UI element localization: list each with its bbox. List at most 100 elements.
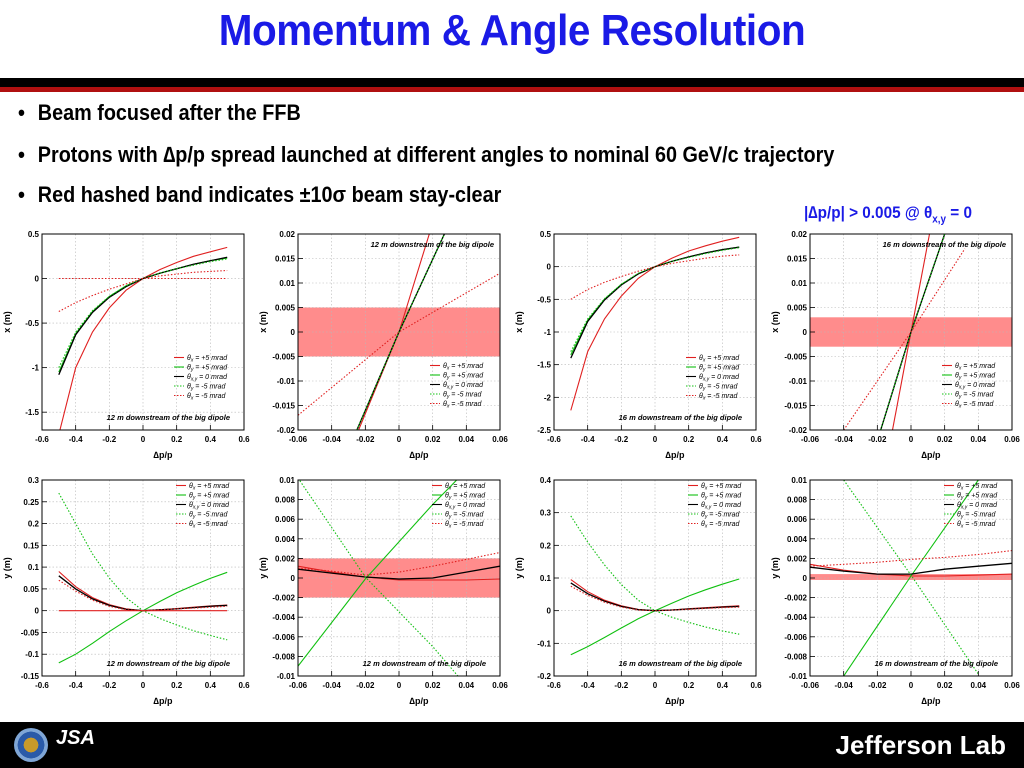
title-divider-accent [0,87,1024,92]
legend-subscript: x [190,396,194,402]
legend-symbol: θ [701,493,705,500]
legend-value: = -5 mrad [195,521,228,528]
legend-value: = +5 mrad [705,365,740,372]
y-tick-label: 0.015 [787,255,808,264]
legend-entry: θy = +5 mrad [443,373,484,382]
y-tick-label: 0.005 [787,304,808,313]
legend-value: = -5 mrad [449,401,482,408]
legend-entry: θx = -5 mrad [187,393,227,402]
y-tick-label: 0.3 [540,509,552,518]
y-tick-label: 0.15 [23,541,39,550]
bullet-text: Protons with ∆p/p spread launched at dif… [37,142,835,167]
legend-entry: θy = -5 mrad [189,512,229,521]
y-tick-label: 0.006 [787,515,808,524]
legend-subscript: x,y [448,505,456,511]
y-tick-label: -0.015 [272,402,295,411]
x-tick-label: 0 [397,681,402,690]
legend-subscript: x [192,524,196,530]
x-tick-label: 0.04 [971,435,987,444]
page-title: Momentum & Angle Resolution [218,6,806,55]
legend-symbol: θ [189,502,193,509]
x-tick-label: 0.6 [238,681,250,690]
y-tick-label: -1.5 [537,361,551,370]
x-tick-label: 0.02 [937,435,953,444]
chart-svg: -0.6 -0.4 -0.2 0 0.2 0.4 0.6 -2.5 -2 -1.5 -1 -0.5 0 0… [514,230,762,460]
legend-subscript: x,y [702,377,710,383]
y-axis-label: x (m) [514,311,524,333]
x-tick-label: -0.4 [69,435,83,444]
legend-subscript: x,y [704,505,712,511]
legend-symbol: θ [187,393,191,400]
legend-subscript: x,y [958,385,966,391]
legend-subscript: y [704,495,708,501]
legend-value: = -5 mrad [961,392,994,399]
legend-symbol: θ [445,512,449,519]
y-tick-label: -0.005 [784,353,807,362]
y-tick-label: 0.01 [791,279,807,288]
y-tick-label: -1 [32,364,40,373]
legend-value: = -5 mrad [963,521,996,528]
legend-value: = +5 mrad [963,493,998,500]
chart-panel: -0.06 -0.04 -0.02 0 0.02 0.04 0.06 -0.02 -0.015 -… [768,226,1024,475]
legend-value: = -5 mrad [963,512,996,519]
legend-entry: θx,y = 0 mrad [955,382,996,391]
legend-entry: θx = +5 mrad [445,483,486,492]
y-tick-label: 0.4 [540,476,552,485]
chart-caption: 16 m downstream of the big dipole [619,659,742,668]
x-axis-label: ∆p/p [665,696,685,706]
x-tick-label: 0.06 [1004,435,1020,444]
legend-symbol: θ [701,521,705,528]
legend-subscript: x [448,486,452,492]
legend-subscript: x [702,396,706,402]
chart-panel: -0.6 -0.4 -0.2 0 0.2 0.4 0.6 -0.15 -0.1 -0.05 0 0.0… [0,472,256,721]
title-bar [0,0,1024,76]
y-tick-label: -1.5 [25,408,39,417]
x-axis-label: ∆p/p [153,696,173,706]
chart-caption: 16 m downstream of the big dipole [875,659,998,668]
legend-subscript: x [446,366,450,372]
legend-entry: θx = -5 mrad [957,521,997,530]
x-axis-label: ∆p/p [921,450,941,460]
legend-symbol: θ [957,483,961,490]
y-tick-label: 0.01 [279,476,295,485]
series-line [843,248,966,430]
resolution-note-main: |∆p/p| > 0.005 @ θ [804,203,933,222]
series-line [298,565,500,581]
legend-symbol: θ [189,512,193,519]
chart-svg: -0.06 -0.04 -0.02 0 0.02 0.04 0.06 -0.02 -0.015 -… [258,230,508,460]
series-line [58,258,228,368]
legend-symbol: θ [955,373,959,380]
chart-panel: -0.06 -0.04 -0.02 0 0.02 0.04 0.06 -0.02 -0.015 -… [256,226,512,475]
x-tick-label: -0.2 [614,435,628,444]
legend-entry: θx = -5 mrad [955,401,995,410]
legend-subscript: y [704,514,708,520]
x-tick-label: -0.06 [289,681,308,690]
x-tick-label: -0.02 [868,681,887,690]
x-tick-label: 0.6 [750,681,762,690]
y-tick-label: 0.05 [23,585,39,594]
legend-entry: θx = +5 mrad [443,363,484,372]
legend-value: = +5 mrad [449,363,484,370]
y-tick-label: 0 [803,328,808,337]
y-tick-label: -0.005 [272,353,295,362]
x-axis-label: ∆p/p [409,696,429,706]
legend-symbol: θ [443,363,447,370]
x-tick-label: 0.04 [971,681,987,690]
legend-entry: θy = -5 mrad [443,392,483,401]
series-line [298,551,500,576]
legend-entry: θy = -5 mrad [445,512,485,521]
series-line [843,480,979,676]
x-tick-label: 0.2 [683,435,695,444]
chart-caption: 16 m downstream of the big dipole [619,413,742,422]
legend-entry: θy = -5 mrad [699,384,739,393]
legend-subscript: y [446,375,450,381]
chart-svg: -0.6 -0.4 -0.2 0 0.2 0.4 0.6 -1.5 -1 -0.5 0 0.5 ∆p/p… [2,230,250,460]
y-axis-label: y (m) [770,557,780,579]
series-line [810,562,1012,575]
legend-entry: θx,y = 0 mrad [957,502,998,511]
y-tick-label: 0 [291,328,296,337]
legend-subscript: x [960,486,964,492]
x-tick-label: -0.4 [581,681,595,690]
legend-entry: θx,y = 0 mrad [443,382,484,391]
legend-entry: θx = +5 mrad [187,355,228,364]
